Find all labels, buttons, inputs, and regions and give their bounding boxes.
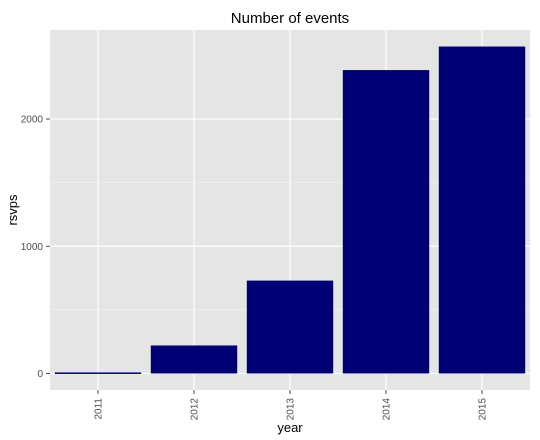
y-tick-label: 0 (37, 369, 43, 380)
y-tick-label: 1000 (21, 242, 44, 253)
bar-2011 (54, 372, 142, 374)
x-axis-title: year (277, 420, 303, 435)
chart-title: Number of events (231, 10, 349, 27)
bar-2015 (438, 46, 526, 374)
y-tick-label: 2000 (21, 115, 44, 126)
y-axis-ticks: 0 1000 2000 (21, 115, 50, 380)
x-tick-label: 2014 (382, 398, 393, 421)
y-axis-title: rsvps (5, 194, 20, 226)
bar-2014 (342, 70, 430, 374)
x-tick-label: 2015 (478, 398, 489, 421)
bar-2012 (150, 345, 238, 374)
x-tick-label: 2013 (286, 398, 297, 421)
x-tick-label: 2012 (190, 398, 201, 421)
x-axis-ticks: 2011 2012 2013 2014 2015 (94, 390, 489, 420)
x-tick-label: 2011 (94, 398, 105, 420)
bars (54, 46, 526, 374)
bar-2013 (246, 280, 334, 374)
